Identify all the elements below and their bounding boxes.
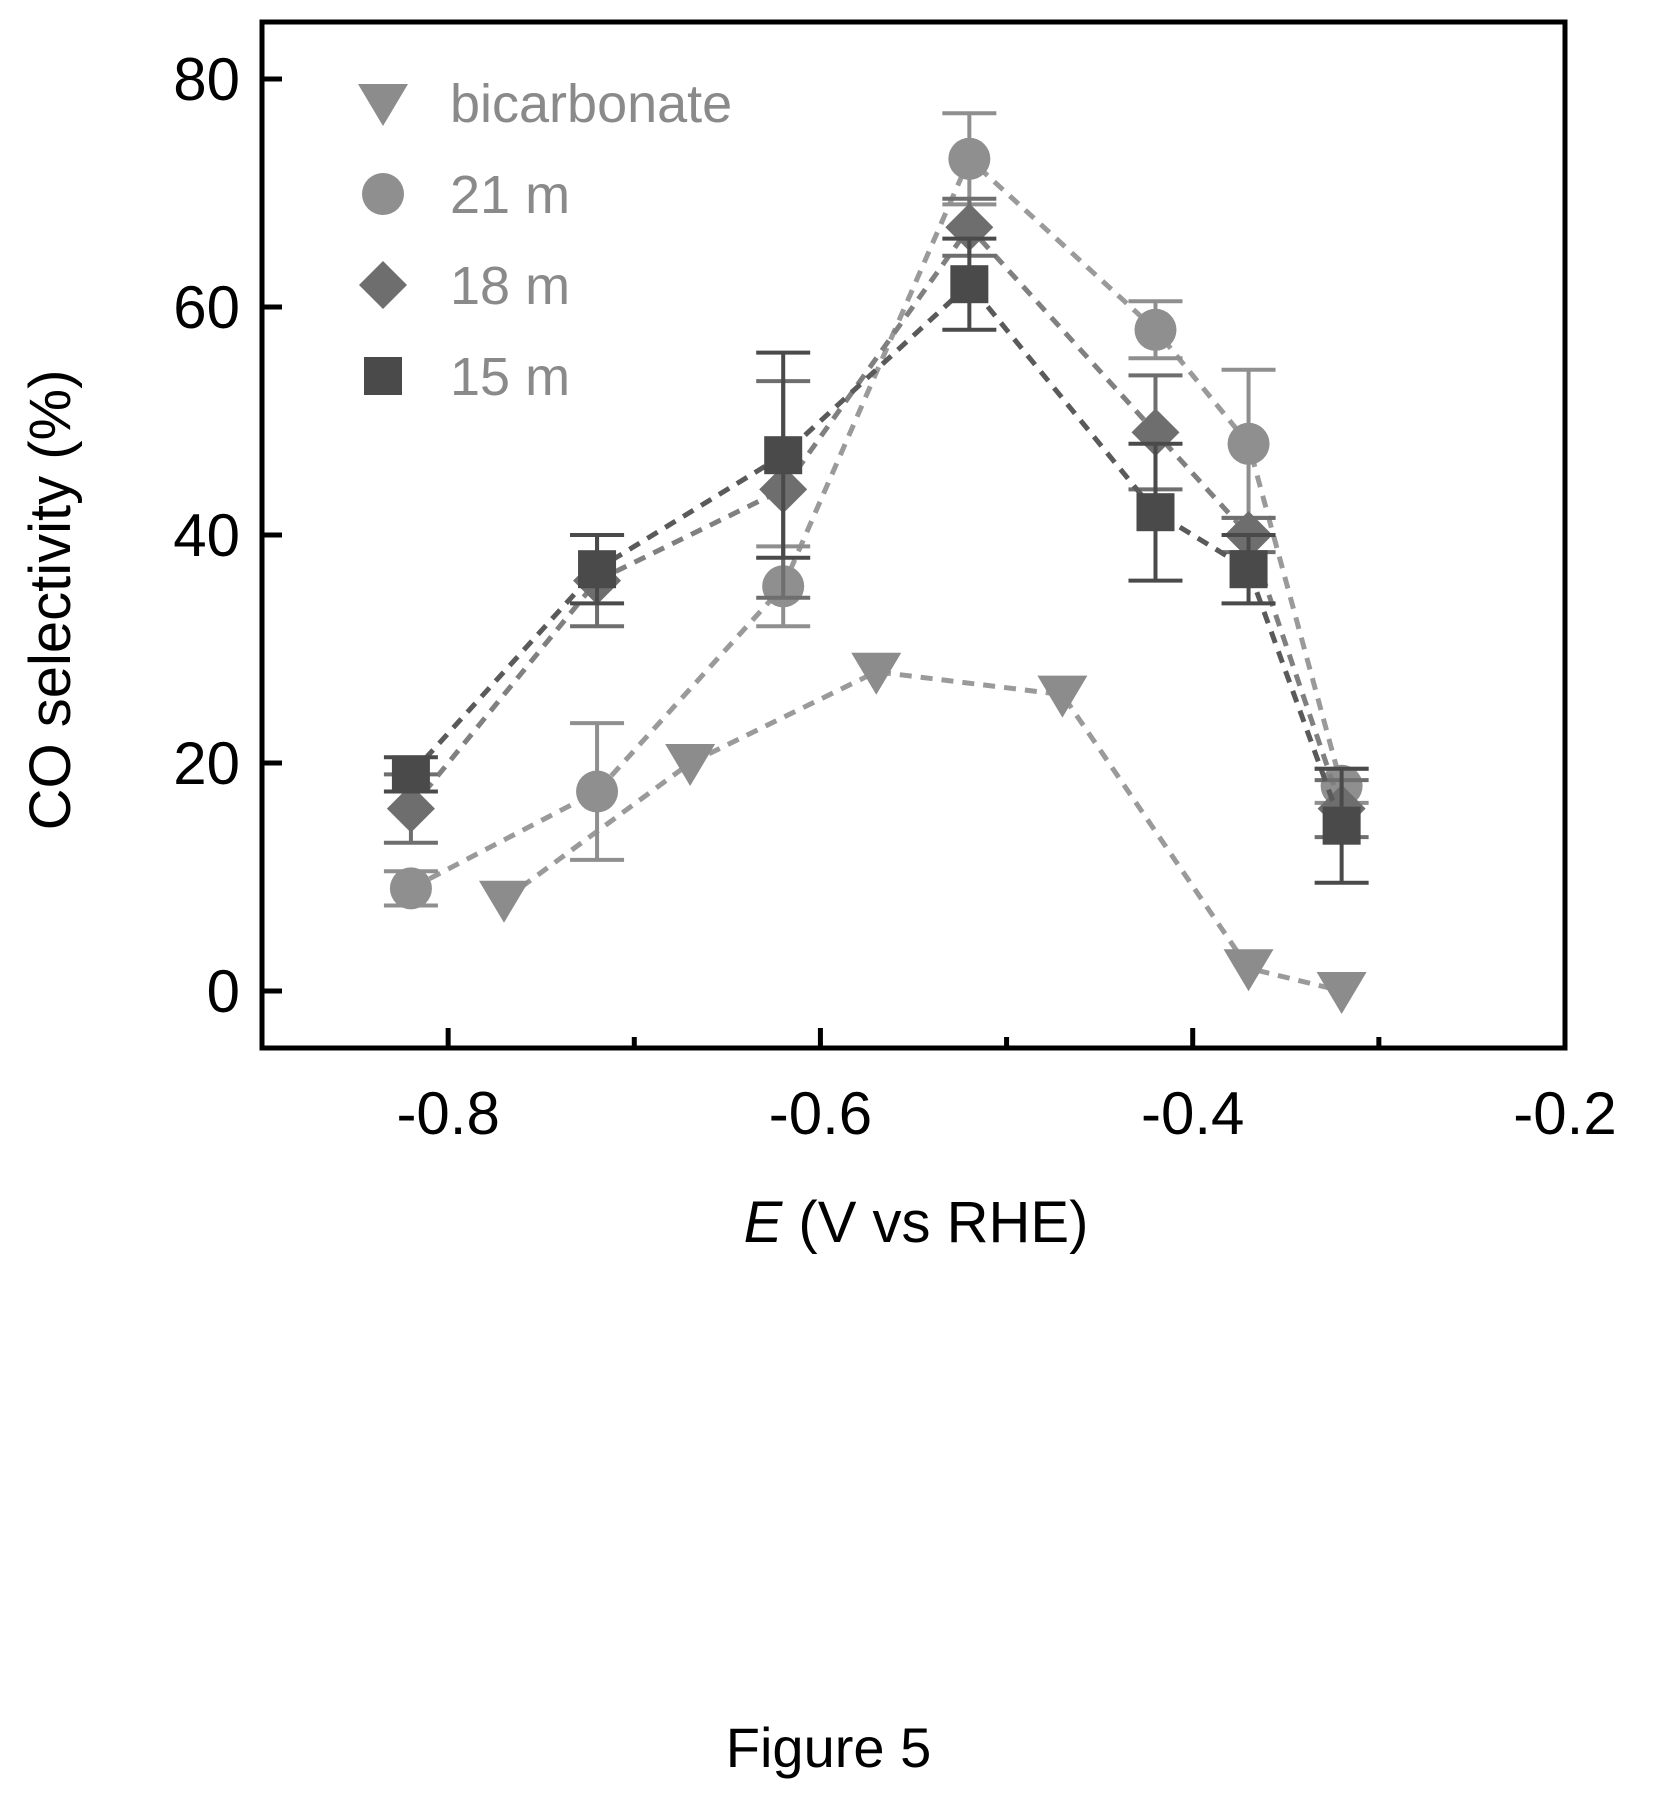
data-point: [950, 265, 989, 304]
y-tick-label: 40: [173, 502, 240, 569]
data-point: [1316, 972, 1367, 1014]
legend-marker: [359, 261, 407, 309]
data-point: [576, 770, 619, 813]
data-point: [389, 867, 432, 910]
data-point: [578, 550, 617, 589]
x-tick-label: -0.2: [1513, 1080, 1616, 1147]
series-line: [502, 669, 1343, 994]
legend-label: 15 m: [450, 347, 570, 407]
legend-label: bicarbonate: [450, 74, 732, 134]
data-point: [386, 784, 435, 833]
data-point: [1322, 806, 1361, 845]
legend-marker: [362, 173, 404, 215]
legend: bicarbonate 21 m 18 m 15 m: [358, 74, 732, 407]
data-point: [1223, 949, 1274, 992]
data-point: [1037, 675, 1088, 718]
x-tick-label: -0.4: [1141, 1080, 1244, 1147]
x-axis-title: E (V vs RHE): [744, 1190, 1089, 1255]
legend-label: 21 m: [450, 165, 570, 225]
data-point: [851, 652, 902, 695]
legend-item: 15 m: [364, 347, 570, 407]
x-axis-title-symbol: E: [744, 1190, 784, 1255]
legend-marker: [358, 84, 408, 126]
y-tick-label: 0: [207, 958, 240, 1025]
legend-label: 18 m: [450, 256, 570, 316]
data-point: [1134, 308, 1177, 351]
series-15-m: [383, 236, 1369, 885]
data-point: [1227, 422, 1270, 465]
plot-area: [383, 111, 1369, 1014]
series-21-m: [383, 111, 1369, 910]
y-tick-label: 80: [173, 46, 240, 113]
y-tick-label: 20: [173, 730, 240, 797]
x-axis-title-unit: (V vs RHE): [782, 1190, 1088, 1255]
data-point: [948, 137, 991, 180]
data-point: [665, 744, 716, 786]
legend-item: 21 m: [362, 165, 570, 225]
series-bicarbonate: [478, 652, 1367, 1014]
legend-item: 18 m: [359, 256, 570, 316]
x-tick-label: -0.6: [769, 1080, 872, 1147]
data-point: [1229, 550, 1268, 589]
legend-item: bicarbonate: [358, 74, 732, 134]
y-axis-title: CO selectivity (%): [18, 370, 83, 831]
data-point: [764, 436, 803, 475]
x-tick-label: -0.8: [396, 1080, 499, 1147]
legend-marker: [364, 357, 402, 395]
data-point: [478, 880, 529, 923]
data-point: [391, 755, 430, 794]
figure-caption: Figure 5: [725, 1716, 932, 1779]
axes: 0 20 40 60 80 -0.8 -0.6 -0.4 -0.2: [173, 19, 1617, 1147]
data-point: [1136, 493, 1175, 532]
y-tick-label: 60: [173, 274, 240, 341]
